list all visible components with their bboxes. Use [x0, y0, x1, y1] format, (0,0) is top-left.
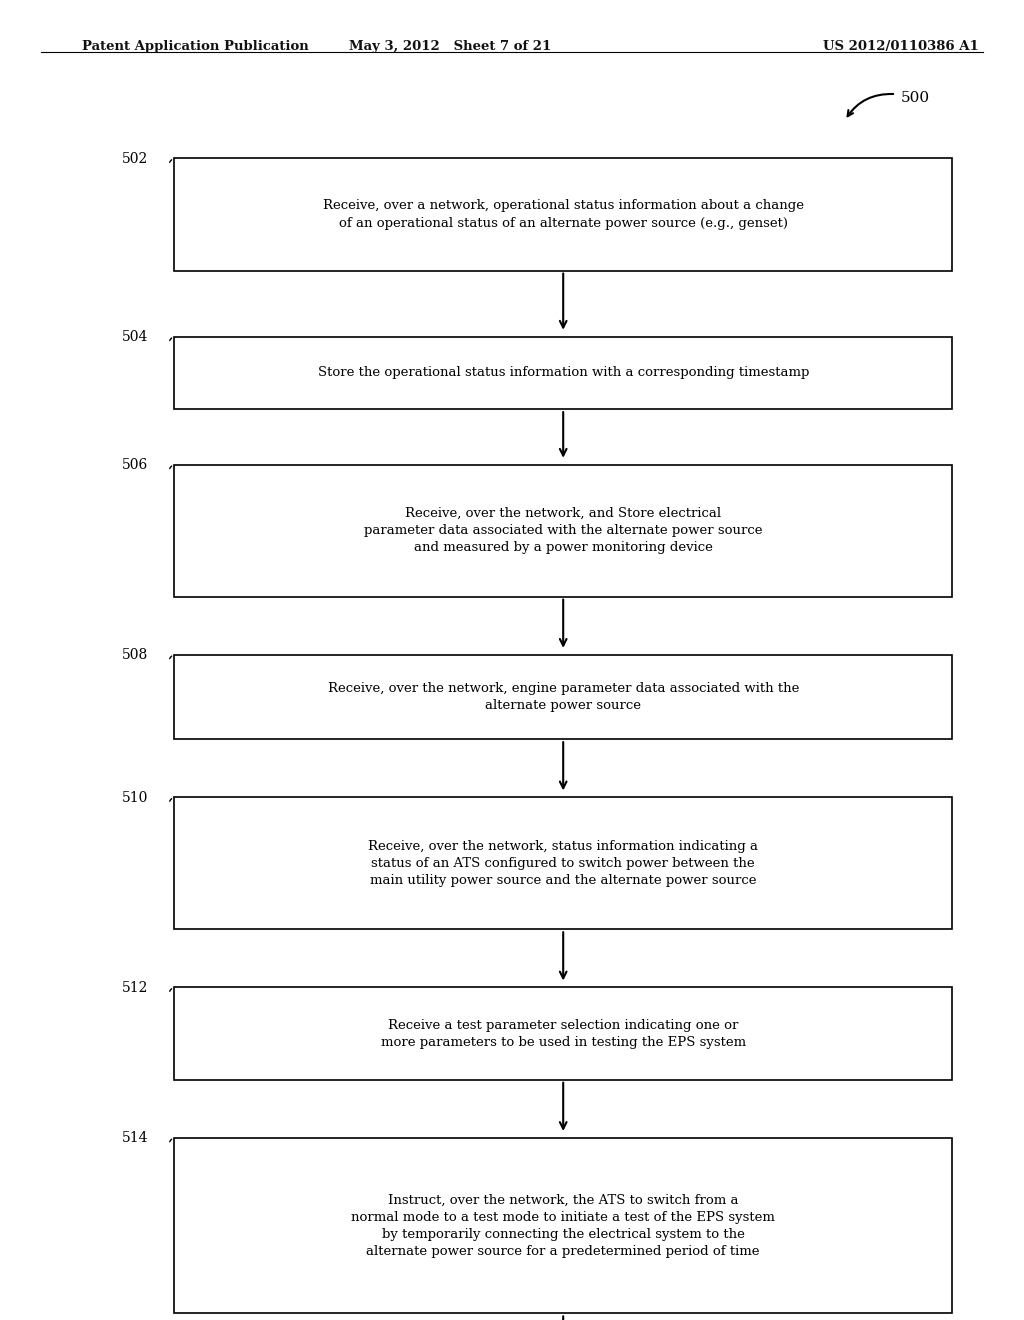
Text: 514: 514	[122, 1131, 148, 1146]
FancyBboxPatch shape	[174, 337, 952, 409]
FancyBboxPatch shape	[174, 1138, 952, 1313]
Text: Store the operational status information with a corresponding timestamp: Store the operational status information…	[317, 367, 809, 379]
FancyBboxPatch shape	[174, 655, 952, 739]
FancyBboxPatch shape	[174, 797, 952, 929]
Text: 506: 506	[122, 458, 148, 473]
FancyBboxPatch shape	[174, 987, 952, 1080]
FancyBboxPatch shape	[174, 158, 952, 271]
Text: Receive, over the network, and Store electrical
parameter data associated with t: Receive, over the network, and Store ele…	[364, 507, 763, 554]
Text: 512: 512	[122, 981, 148, 995]
Text: 500: 500	[901, 91, 930, 104]
Text: Receive, over a network, operational status information about a change
of an ope: Receive, over a network, operational sta…	[323, 199, 804, 230]
Text: May 3, 2012   Sheet 7 of 21: May 3, 2012 Sheet 7 of 21	[349, 40, 552, 53]
Text: 504: 504	[122, 330, 148, 345]
Text: 502: 502	[122, 152, 148, 166]
Text: Receive a test parameter selection indicating one or
more parameters to be used : Receive a test parameter selection indic…	[381, 1019, 745, 1048]
Text: 508: 508	[122, 648, 148, 663]
Text: Receive, over the network, engine parameter data associated with the
alternate p: Receive, over the network, engine parame…	[328, 682, 799, 711]
Text: Instruct, over the network, the ATS to switch from a
normal mode to a test mode : Instruct, over the network, the ATS to s…	[351, 1193, 775, 1258]
Text: Patent Application Publication: Patent Application Publication	[82, 40, 308, 53]
Text: Receive, over the network, status information indicating a
status of an ATS conf: Receive, over the network, status inform…	[369, 840, 758, 887]
Text: 510: 510	[122, 791, 148, 805]
Text: US 2012/0110386 A1: US 2012/0110386 A1	[823, 40, 979, 53]
FancyBboxPatch shape	[174, 465, 952, 597]
